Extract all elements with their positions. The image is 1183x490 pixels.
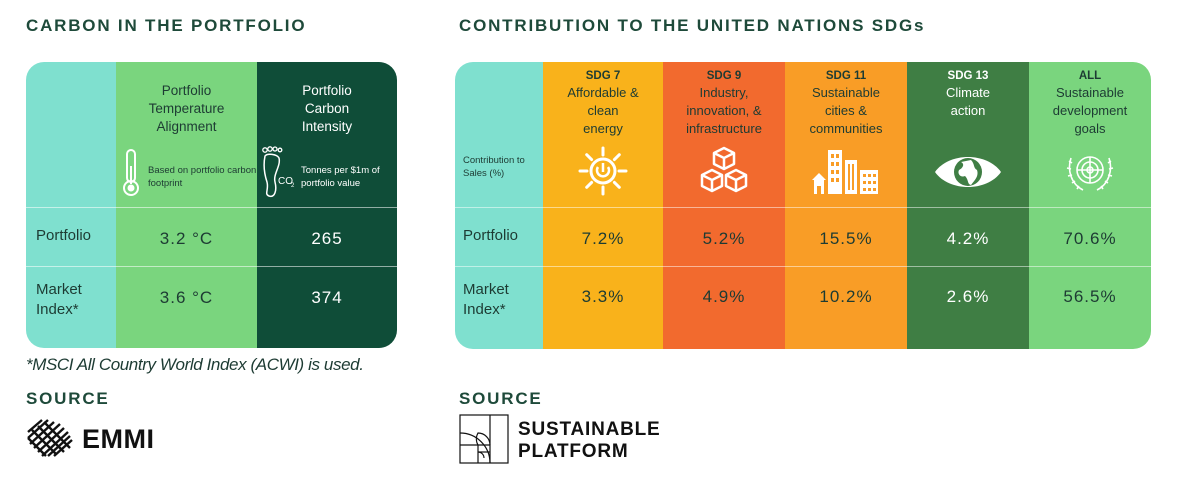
sdg-section-title: CONTRIBUTION TO THE UNITED NATIONS SDGs bbox=[459, 16, 926, 35]
carbon-col-heading-temperature: Portfolio Temperature Alignment bbox=[148, 83, 225, 134]
thermometer-icon bbox=[123, 149, 139, 196]
carbon-subtext-intensity: Tonnes per $1m of portfolio value bbox=[301, 165, 380, 189]
sdg13-value-market: 2.6% bbox=[946, 287, 990, 306]
carbon-col-heading-intensity: Portfolio Carbon Intensity bbox=[301, 83, 353, 134]
sdg9-value-portfolio: 5.2% bbox=[702, 229, 746, 248]
sdg-code: SDG 9 bbox=[706, 70, 742, 82]
carbon-col-intensity: Portfolio Carbon Intensity CO 2 Tonnes p… bbox=[257, 62, 397, 348]
carbon-subtext-temperature: Based on portfolio carbon footprint bbox=[148, 165, 257, 189]
carbon-source-label: SOURCE bbox=[26, 389, 110, 408]
sdg-col-sdg11: SDG 11 Sustainable cities & communities bbox=[785, 62, 907, 349]
carbon-value-portfolio-temperature: 3.2 °C bbox=[159, 229, 214, 248]
all-value-portfolio: 70.6% bbox=[1063, 229, 1117, 248]
city-buildings-icon bbox=[812, 150, 878, 194]
sdg-code: SDG 7 bbox=[585, 70, 621, 82]
sdg-row-label-portfolio: Portfolio bbox=[463, 227, 519, 244]
sdg-code: SDG 11 bbox=[825, 70, 867, 82]
sp-text-line2: PLATFORM bbox=[518, 441, 629, 462]
sdg-col-sdg7: SDG 7 Affordable & clean energy 7.2% 3.3… bbox=[543, 62, 663, 349]
sdg13-value-portfolio: 4.2% bbox=[946, 229, 990, 248]
carbon-col-temperature: Portfolio Temperature Alignment Based on… bbox=[116, 62, 257, 348]
sdg-row-label-market-index: Market Index* bbox=[463, 281, 509, 318]
sdg-label-column: Contribution to Sales (%) Portfolio Mark… bbox=[455, 62, 543, 349]
sdg-col-all: ALL Sustainable development goals 70.6% … bbox=[1029, 62, 1151, 349]
carbon-label-column: Portfolio Market Index* bbox=[26, 62, 116, 348]
sdg-col-sdg13: SDG 13 Climate action 4.2% 2.6% bbox=[907, 62, 1029, 349]
emmi-logo-icon bbox=[27, 419, 73, 457]
sdg-name: Sustainable cities & communities bbox=[809, 85, 883, 136]
sdg-name: Climate action bbox=[945, 85, 991, 118]
sdg-code: SDG 13 bbox=[947, 70, 989, 82]
carbon-value-market-temperature: 3.6 °C bbox=[159, 288, 214, 307]
sdg-name: Sustainable development goals bbox=[1052, 85, 1128, 136]
sustainable-platform-logo-icon bbox=[459, 414, 509, 464]
sp-text-line1: SUSTAINABLE bbox=[518, 419, 661, 440]
sdg-col-sdg9: SDG 9 Industry, innovation, & infrastruc… bbox=[663, 62, 785, 349]
svg-text:2: 2 bbox=[291, 183, 295, 189]
sdg-row-divider bbox=[455, 207, 1151, 208]
cubes-icon bbox=[700, 146, 748, 193]
sdg-code: ALL bbox=[1078, 70, 1102, 82]
carbon-value-portfolio-intensity: 265 bbox=[311, 229, 343, 248]
sdg11-value-market: 10.2% bbox=[819, 287, 873, 306]
un-emblem-icon bbox=[1066, 156, 1114, 191]
sdg-name: Industry, innovation, & infrastructure bbox=[686, 85, 762, 136]
sdg-source-label: SOURCE bbox=[459, 389, 543, 408]
carbon-row-divider bbox=[26, 266, 397, 267]
co2-footprint-icon: CO 2 bbox=[262, 146, 295, 198]
sdg-row-header: Contribution to Sales (%) bbox=[463, 155, 525, 179]
svg-text:CO: CO bbox=[278, 176, 293, 187]
emmi-logo-text: EMMI bbox=[82, 424, 155, 454]
carbon-row-label-portfolio: Portfolio bbox=[36, 227, 92, 244]
carbon-row-divider bbox=[26, 207, 397, 208]
sdg-table: Contribution to Sales (%) Portfolio Mark… bbox=[455, 62, 1151, 349]
all-value-market: 56.5% bbox=[1063, 287, 1117, 306]
sustainable-platform-logo-text: SUSTAINABLE PLATFORM bbox=[518, 419, 661, 463]
carbon-value-market-intensity: 374 bbox=[311, 288, 343, 307]
carbon-table: Portfolio Market Index* Portfolio Temper… bbox=[26, 62, 397, 348]
sdg7-value-portfolio: 7.2% bbox=[581, 229, 625, 248]
sdg11-value-portfolio: 15.5% bbox=[819, 229, 873, 248]
sdg-name: Affordable & clean energy bbox=[567, 85, 639, 136]
eye-globe-icon bbox=[935, 157, 1001, 187]
carbon-row-label-market-index: Market Index* bbox=[36, 281, 82, 318]
sdg7-value-market: 3.3% bbox=[581, 287, 625, 306]
carbon-section-title: CARBON IN THE PORTFOLIO bbox=[26, 16, 307, 35]
sdg9-value-market: 4.9% bbox=[702, 287, 746, 306]
sdg-row-divider bbox=[455, 266, 1151, 267]
footnote: *MSCI All Country World Index (ACWI) is … bbox=[26, 355, 364, 374]
sun-power-icon bbox=[578, 146, 628, 196]
